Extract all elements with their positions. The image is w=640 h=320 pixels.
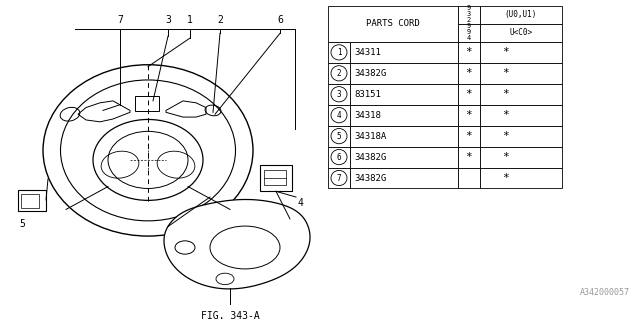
Bar [350,84,458,105]
Polygon shape [164,199,310,289]
Bar [480,168,562,188]
Bar [480,63,562,84]
Bar [328,63,350,84]
Text: *: * [466,131,472,141]
Bar [480,84,562,105]
Text: 7: 7 [337,173,341,182]
Bar [350,63,458,84]
Text: U<C0>: U<C0> [509,28,532,37]
Bar [458,6,480,24]
Text: *: * [502,68,509,78]
Text: *: * [466,110,472,120]
Text: 34318: 34318 [354,111,381,120]
Text: *: * [502,110,509,120]
Circle shape [331,45,347,60]
Circle shape [331,129,347,144]
Circle shape [331,66,347,81]
Bar [260,165,292,191]
Text: 83151: 83151 [354,90,381,99]
Text: 2: 2 [217,15,223,25]
Bar [328,84,350,105]
Bar [480,147,562,168]
Bar [328,147,350,168]
Bar [21,194,39,207]
Bar [458,63,480,84]
Bar [458,168,480,188]
Text: (U0,U1): (U0,U1) [505,10,537,19]
Text: 34318A: 34318A [354,132,387,140]
Bar [480,42,562,63]
Text: 9
9
4: 9 9 4 [467,23,471,41]
Text: *: * [466,152,472,162]
Bar [328,42,350,63]
Text: 1: 1 [337,48,341,57]
Text: *: * [502,89,509,99]
Text: *: * [502,47,509,57]
Bar [480,6,562,24]
Text: 3: 3 [337,90,341,99]
Bar [458,105,480,126]
Text: 34311: 34311 [354,48,381,57]
Bar [458,42,480,63]
Text: A342000057: A342000057 [580,288,630,297]
Text: 6: 6 [337,153,341,162]
Text: 3: 3 [165,15,171,25]
Text: *: * [466,47,472,57]
Bar [350,105,458,126]
Bar [458,84,480,105]
Bar [264,170,286,185]
Bar [350,42,458,63]
Text: *: * [502,131,509,141]
Text: *: * [466,68,472,78]
Text: FIG. 343-A: FIG. 343-A [200,311,259,320]
Text: 34382G: 34382G [354,173,387,182]
Bar [328,6,458,42]
Bar [328,126,350,147]
Text: 5: 5 [337,132,341,140]
Text: *: * [502,173,509,183]
Text: 34382G: 34382G [354,69,387,78]
Circle shape [331,149,347,165]
Bar [350,168,458,188]
Text: 1: 1 [187,15,193,25]
Text: 7: 7 [117,15,123,25]
Bar [350,147,458,168]
Text: *: * [466,89,472,99]
Bar [350,126,458,147]
Bar [328,168,350,188]
Circle shape [331,108,347,123]
Circle shape [331,170,347,186]
Bar [458,147,480,168]
Bar [328,105,350,126]
Bar [480,126,562,147]
Bar [458,24,480,42]
Bar [458,126,480,147]
Text: 34382G: 34382G [354,153,387,162]
Text: 5: 5 [19,219,25,229]
Text: PARTS CORD: PARTS CORD [366,19,420,28]
Text: *: * [502,152,509,162]
Text: 4: 4 [337,111,341,120]
Text: 6: 6 [277,15,283,25]
Circle shape [331,87,347,102]
Bar [480,24,562,42]
Bar [480,105,562,126]
Bar [18,190,46,211]
Text: 2: 2 [337,69,341,78]
Text: 4: 4 [298,198,304,208]
Text: 9
3
2: 9 3 2 [467,5,471,23]
